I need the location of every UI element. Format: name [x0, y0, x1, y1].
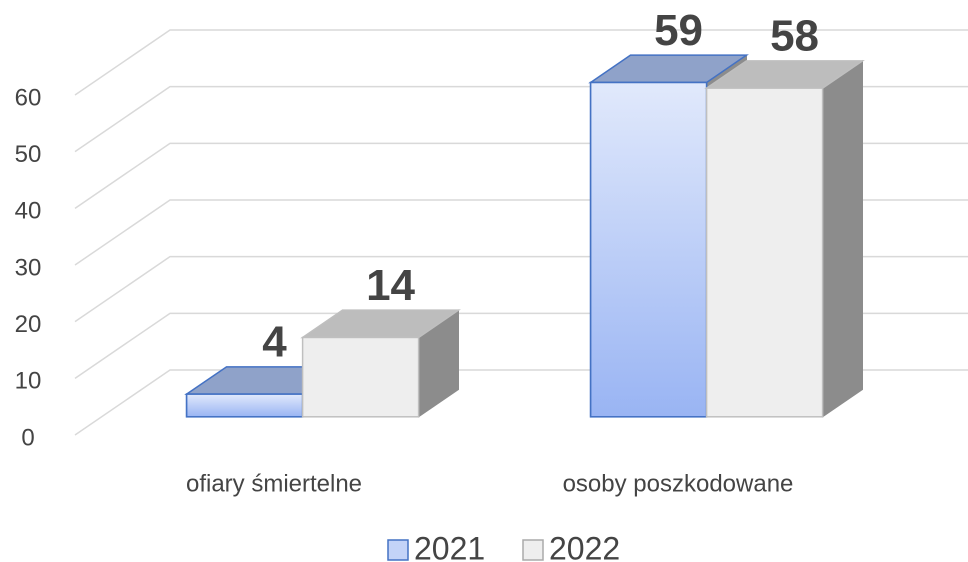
x-tick-label: osoby poszkodowane: [563, 470, 794, 497]
legend-swatch: [522, 539, 544, 561]
data-label: 58: [770, 11, 819, 60]
y-tick-label: 20: [15, 311, 42, 338]
legend-label: 2022: [549, 530, 620, 562]
bar-shade: [185, 393, 304, 418]
y-tick-label: 40: [15, 198, 42, 225]
y-tick-label: 10: [15, 368, 42, 395]
y-tick-label: 0: [21, 424, 34, 451]
legend-swatch: [387, 539, 409, 561]
data-label: 14: [366, 261, 415, 310]
data-label: 59: [654, 6, 703, 55]
y-tick-label: 60: [15, 84, 42, 111]
bar-shade: [589, 81, 708, 418]
y-tick-label: 50: [15, 141, 42, 168]
data-label: 4: [262, 317, 287, 366]
grid-line: [74, 29, 968, 96]
bar: [301, 336, 420, 418]
bar: [705, 87, 824, 418]
y-tick-label: 30: [15, 254, 42, 281]
legend-label: 2021: [414, 530, 485, 562]
bar-side: [822, 59, 863, 418]
x-tick-label: ofiary śmiertelne: [186, 470, 362, 497]
